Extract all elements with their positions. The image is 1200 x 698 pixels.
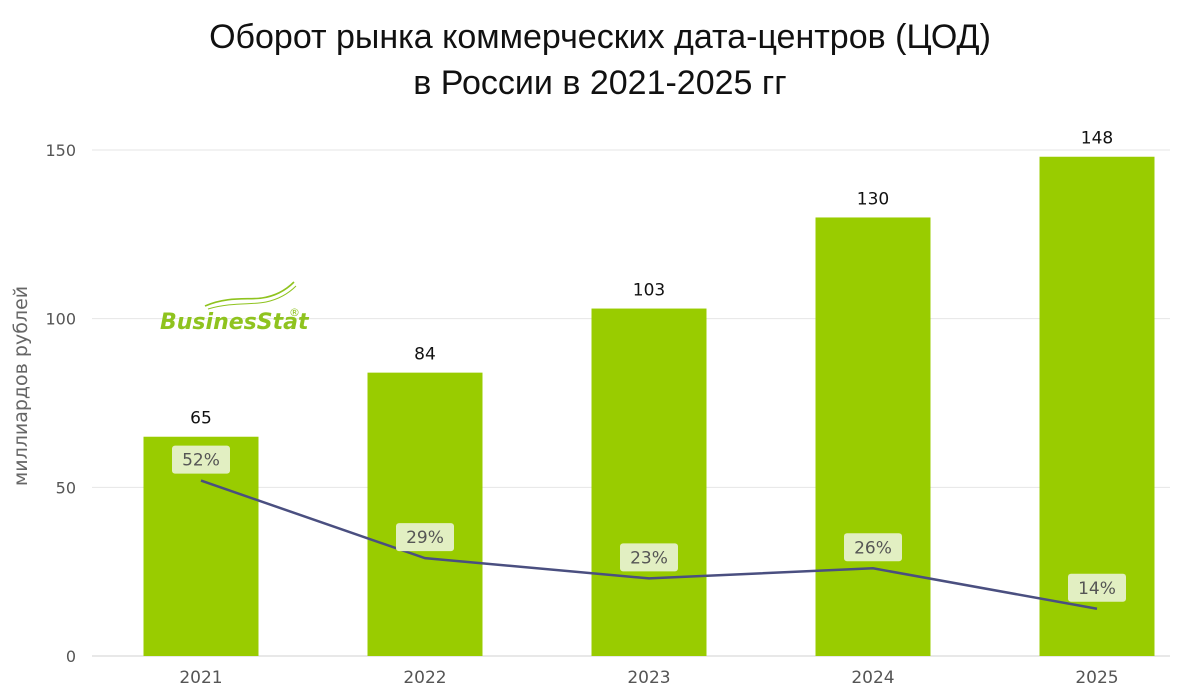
x-tick-label-2024: 2024 — [851, 668, 894, 688]
growth-label-2022: 29% — [406, 528, 444, 548]
y-tick-label-0: 0 — [66, 647, 76, 666]
bar-value-label-2022: 84 — [414, 345, 436, 365]
growth-label-2025: 14% — [1078, 579, 1116, 599]
bar-2025 — [1039, 156, 1155, 656]
y-tick-label-50: 50 — [56, 478, 76, 497]
logo-registered-mark: ® — [289, 306, 300, 319]
growth-label-bg-2024 — [844, 533, 902, 562]
bar-value-label-2021: 65 — [190, 409, 212, 429]
growth-label-2024: 26% — [854, 538, 892, 558]
chart-title-line-1: Оборот рынка коммерческих дата-центров (… — [209, 18, 991, 56]
logo-swoosh-2 — [207, 285, 297, 310]
growth-label-bg-2021 — [172, 445, 230, 474]
y-tick-label-150: 150 — [45, 141, 76, 160]
label-layer: 65 2021 84 2022 103 2023 130 2024 148 2025 — [179, 129, 1118, 688]
bar-2023 — [591, 308, 707, 656]
x-tick-label-2023: 2023 — [627, 668, 670, 688]
bar-value-label-2024: 130 — [857, 189, 889, 209]
logo-text: BusinesStat — [160, 310, 310, 335]
growth-line-layer: 52% 29% 23% 26% 14% — [172, 445, 1126, 611]
growth-line — [200, 479, 1098, 611]
x-tick-label-2022: 2022 — [403, 668, 446, 688]
y-axis-label: миллиардов рублей — [10, 286, 32, 486]
bar-layer — [143, 156, 1155, 656]
businesstat-logo: BusinesStat ® — [160, 281, 310, 335]
bar-2022 — [367, 372, 483, 656]
logo-swoosh — [204, 281, 295, 307]
bar-2024 — [815, 217, 931, 656]
y-tick-label-100: 100 — [45, 310, 76, 329]
chart-title-line-2: в России в 2021-2025 гг — [413, 64, 787, 102]
growth-label-bg-2023 — [620, 543, 678, 572]
bar-value-label-2023: 103 — [633, 281, 665, 301]
bar-value-label-2025: 148 — [1081, 129, 1113, 149]
growth-label-2023: 23% — [630, 548, 668, 568]
x-tick-label-2025: 2025 — [1075, 668, 1118, 688]
growth-label-bg-2022 — [396, 523, 454, 552]
x-tick-label-2021: 2021 — [179, 668, 222, 688]
growth-label-2021: 52% — [182, 451, 220, 471]
growth-label-bg-2025 — [1068, 573, 1126, 602]
